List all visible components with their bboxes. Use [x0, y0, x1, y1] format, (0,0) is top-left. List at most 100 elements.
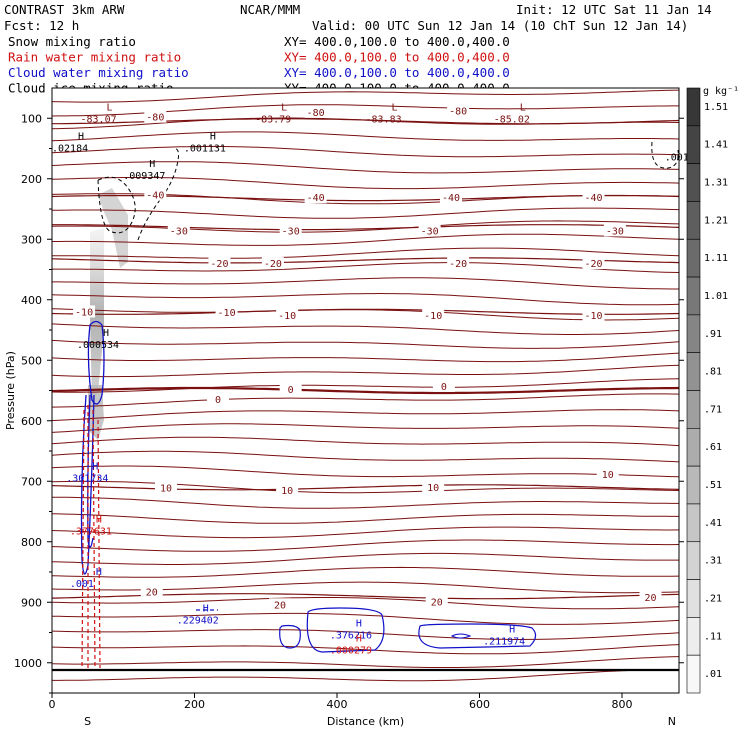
y-tick-label: 200 — [21, 173, 42, 186]
extremum-marker: H — [356, 619, 362, 630]
x-end-label-north: N — [668, 715, 676, 728]
extremum-value: -83.83 — [366, 114, 402, 125]
y-tick-label: 500 — [21, 354, 42, 367]
isotherm-line — [52, 566, 679, 578]
cloud-water-contour — [87, 394, 94, 548]
isotherm-label: -30 — [421, 226, 439, 237]
isotherm-label: -10 — [218, 308, 236, 319]
extremum-marker: H — [78, 132, 84, 143]
isotherm-line — [52, 378, 679, 393]
isotherm-line — [52, 612, 679, 625]
isotherm-label: 20 — [431, 597, 443, 608]
isotherm-line — [52, 465, 679, 478]
legend-label: Snow mixing ratio — [8, 34, 136, 49]
colorbar-tick-label: 1.21 — [704, 215, 728, 226]
y-axis-label: Pressure (hPa) — [4, 351, 17, 430]
isotherm--20 — [52, 257, 679, 264]
forecast-hour: Fcst: 12 h — [4, 18, 79, 33]
colorbar-cell — [686, 428, 701, 467]
extremum-marker: H — [203, 603, 209, 614]
isotherm-line — [52, 436, 679, 447]
colorbar-cell — [686, 352, 701, 391]
isotherm-label: 10 — [281, 486, 293, 497]
legend: Snow mixing ratio XY= 400.0,100.0 to 400.… — [8, 34, 510, 96]
isotherm-line — [52, 629, 679, 640]
colorbar-cell — [686, 390, 701, 429]
isotherm-label: -40 — [584, 193, 602, 204]
isotherm-label: -10 — [584, 311, 602, 322]
colorbar: 1.51 1.41 1.31 1.21 1.11 1.01 .91 .81 .71 .61 .51.… — [686, 86, 739, 694]
isotherm-label: -20 — [210, 259, 228, 270]
isotherm-line — [52, 539, 679, 552]
colorbar-cell — [686, 654, 701, 694]
y-tick-label: 1000 — [14, 657, 42, 670]
extremum-value: .001131 — [184, 144, 226, 155]
colorbar-cell — [686, 87, 701, 127]
isotherm-line — [52, 207, 679, 219]
isotherm-label: -40 — [442, 193, 460, 204]
init-time: Init: 12 UTC Sat 11 Jan 14 — [516, 2, 712, 17]
cloud-water-contour — [80, 394, 95, 575]
legend-xy: XY= 400.0,100.0 to 400.0,400.0 — [284, 34, 510, 49]
extremum-marker: L — [281, 102, 287, 113]
colorbar-cell — [686, 238, 701, 278]
colorbar-cell — [686, 503, 701, 543]
isotherm-label: 10 — [160, 484, 172, 495]
colorbar-tick-label: .21 — [704, 593, 722, 604]
colorbar-tick-label: 1.31 — [704, 178, 728, 189]
colorbar-tick-label: .11 — [704, 631, 722, 642]
colorbar-cell — [686, 314, 701, 353]
isotherm-label: -20 — [449, 259, 467, 270]
colorbar-tick-label: .61 — [704, 442, 722, 453]
cloud-ice-contour — [651, 141, 679, 169]
colorbar-cell — [686, 201, 701, 240]
isotherm-label: -10 — [424, 311, 442, 322]
contour-lines — [52, 89, 679, 682]
extrema-labels: L-83.07L-83.79L-83.83L-85.02H.02184H.001… — [52, 102, 701, 656]
colorbar-tick-label: 1.41 — [704, 140, 728, 151]
isotherm-label: 0 — [441, 382, 447, 393]
header: CONTRAST 3km ARW NCAR/MMM Init: 12 UTC S… — [4, 2, 712, 33]
isotherm-line — [52, 145, 679, 158]
isotherm-label: -30 — [606, 226, 624, 237]
isotherm-label: 20 — [644, 593, 656, 604]
cloud-water-contour — [87, 320, 105, 405]
extremum-value: .000279 — [330, 646, 372, 657]
extremum-value: .000534 — [77, 340, 119, 351]
rain-water-contour — [81, 405, 101, 669]
extremum-marker: H — [210, 132, 216, 143]
isotherm-label: -10 — [278, 311, 296, 322]
isotherm-line — [52, 364, 679, 378]
cloud-ice-contour — [137, 147, 180, 241]
isotherm-line — [52, 89, 679, 103]
x-tick-label: 800 — [612, 698, 633, 711]
hydrometeor-contours — [80, 141, 679, 669]
isotherm-line — [52, 552, 679, 565]
x-end-label-south: S — [84, 715, 91, 728]
isotherm-label: 20 — [146, 588, 158, 599]
y-tick-label: 800 — [21, 536, 42, 549]
isotherm-label: -80 — [449, 107, 467, 118]
legend-xy: XY= 400.0,100.0 to 400.0,400.0 — [284, 50, 510, 65]
isotherm-line — [52, 352, 679, 363]
extremum-value: -83.79 — [255, 114, 291, 125]
colorbar-cell — [686, 465, 701, 505]
isotherm-line — [52, 669, 679, 682]
isotherm-line — [52, 292, 679, 306]
extremum-marker: H — [96, 514, 102, 525]
extremum-marker: H — [96, 567, 102, 578]
legend-label: Cloud water mixing ratio — [8, 65, 189, 80]
colorbar-cell — [686, 579, 701, 618]
extremum-value: .009347 — [123, 171, 165, 182]
isotherm-label: -40 — [307, 193, 325, 204]
extremum-value: .00182 — [665, 153, 701, 164]
isotherm-line — [52, 339, 679, 349]
isotherm-line — [52, 450, 679, 463]
isotherm-line — [52, 262, 679, 273]
extremum-marker: H — [149, 159, 155, 170]
colorbar-tick-label: .41 — [704, 518, 722, 529]
model-title: CONTRAST 3km ARW — [4, 2, 125, 17]
colorbar-cell — [686, 276, 701, 316]
isotherm-label: -30 — [170, 226, 188, 237]
